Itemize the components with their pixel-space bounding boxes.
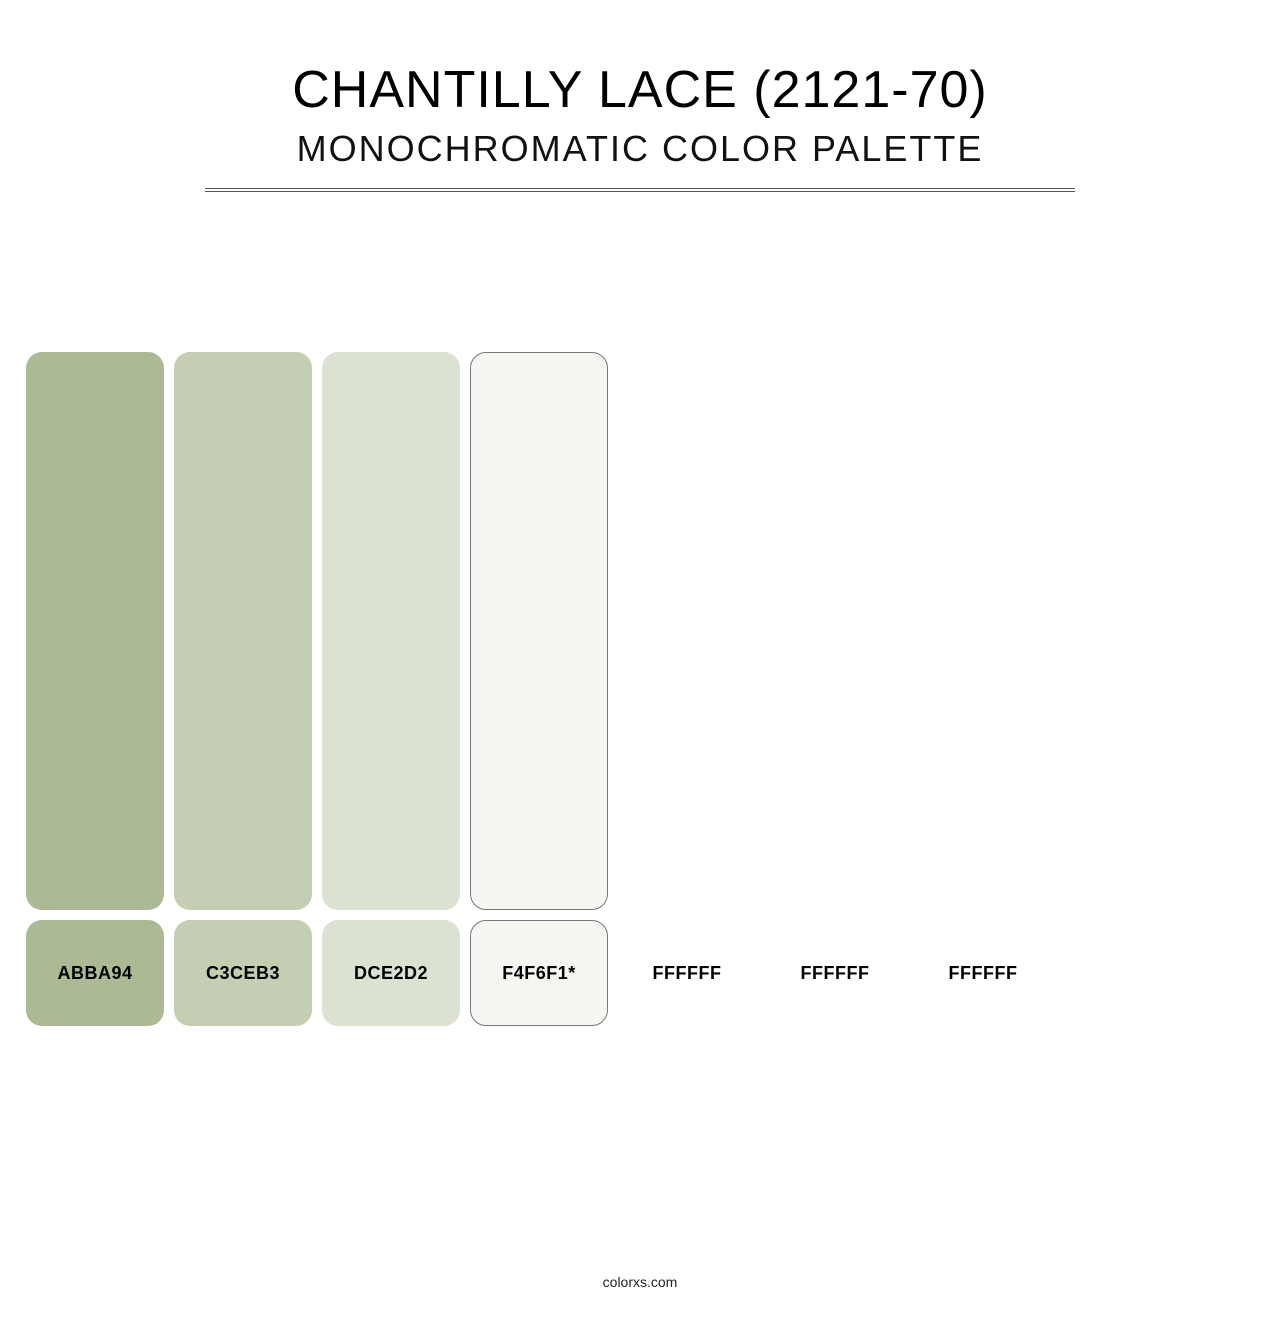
tall-swatch-1 (174, 352, 312, 910)
short-swatch-row: ABBA94 C3CEB3 DCE2D2 F4F6F1* FFFFFF FFFFFF FFF… (26, 920, 1254, 1026)
tall-swatch-row (26, 352, 1254, 910)
short-swatch-1: C3CEB3 (174, 920, 312, 1026)
tall-swatch-2 (322, 352, 460, 910)
short-swatch-4: FFFFFF (618, 920, 756, 1026)
swatch-label: FFFFFF (949, 963, 1018, 984)
short-swatch-0: ABBA94 (26, 920, 164, 1026)
tall-swatch-5 (766, 352, 904, 910)
short-swatch-5: FFFFFF (766, 920, 904, 1026)
short-swatch-3: F4F6F1* (470, 920, 608, 1026)
page-title: CHANTILLY LACE (2121-70) (205, 60, 1075, 120)
header-divider (205, 188, 1075, 192)
tall-swatch-0 (26, 352, 164, 910)
header: CHANTILLY LACE (2121-70) MONOCHROMATIC C… (205, 0, 1075, 192)
short-swatch-2: DCE2D2 (322, 920, 460, 1026)
footer-credit: colorxs.com (0, 1274, 1280, 1290)
swatch-label: ABBA94 (57, 963, 132, 984)
tall-swatch-3 (470, 352, 608, 910)
palette: ABBA94 C3CEB3 DCE2D2 F4F6F1* FFFFFF FFFFFF FFF… (26, 352, 1254, 1026)
tall-swatch-4 (618, 352, 756, 910)
swatch-label: FFFFFF (801, 963, 870, 984)
page-subtitle: MONOCHROMATIC COLOR PALETTE (205, 128, 1075, 170)
short-swatch-6: FFFFFF (914, 920, 1052, 1026)
swatch-label: FFFFFF (653, 963, 722, 984)
tall-swatch-6 (914, 352, 1052, 910)
swatch-label: F4F6F1* (502, 963, 576, 984)
swatch-label: DCE2D2 (354, 963, 428, 984)
swatch-label: C3CEB3 (206, 963, 280, 984)
